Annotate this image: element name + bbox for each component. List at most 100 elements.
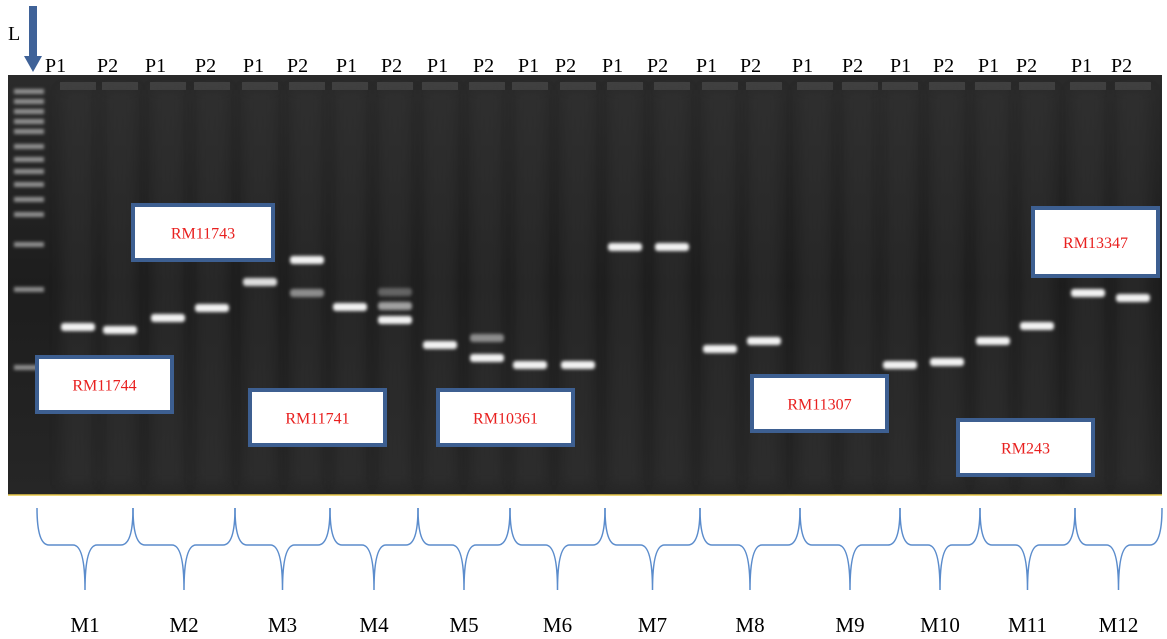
marker-label: M1 bbox=[70, 613, 99, 637]
ladder-band bbox=[14, 242, 44, 247]
ladder-band bbox=[14, 119, 44, 124]
lane-label: P2 bbox=[1016, 55, 1037, 77]
lane-label: P1 bbox=[890, 55, 911, 77]
lane-label: P1 bbox=[602, 55, 623, 77]
ladder-band bbox=[14, 197, 44, 202]
band bbox=[561, 361, 595, 369]
marker-label: M8 bbox=[735, 613, 764, 637]
lane-label: P1 bbox=[792, 55, 813, 77]
brace bbox=[417, 507, 511, 591]
lane-label: P2 bbox=[473, 55, 494, 77]
ladder-band bbox=[14, 182, 44, 187]
well bbox=[607, 82, 643, 90]
lane-label: P2 bbox=[740, 55, 761, 77]
primer-box bbox=[1031, 206, 1160, 278]
ladder-band bbox=[14, 109, 44, 114]
ladder-band bbox=[14, 144, 44, 149]
primer-label: RM11307 bbox=[787, 397, 851, 414]
band bbox=[883, 361, 917, 369]
well bbox=[1019, 82, 1055, 90]
well bbox=[377, 82, 413, 90]
lane-label: P1 bbox=[427, 55, 448, 77]
primer-box bbox=[131, 203, 275, 262]
well bbox=[746, 82, 782, 90]
brace bbox=[234, 507, 331, 591]
band bbox=[747, 337, 781, 345]
primer-label: RM11744 bbox=[72, 378, 136, 395]
brace bbox=[329, 507, 419, 591]
band bbox=[930, 358, 964, 366]
lane-label: P1 bbox=[518, 55, 539, 77]
well bbox=[469, 82, 505, 90]
marker-label: M11 bbox=[1008, 613, 1047, 637]
lane-smear bbox=[609, 90, 641, 485]
band bbox=[513, 361, 547, 369]
band bbox=[151, 314, 185, 322]
well bbox=[1115, 82, 1151, 90]
band bbox=[243, 278, 277, 286]
marker-label: M2 bbox=[169, 613, 198, 637]
marker-label: M4 bbox=[359, 613, 389, 637]
band bbox=[423, 341, 457, 349]
band bbox=[290, 289, 324, 297]
ladder-band bbox=[14, 99, 44, 104]
brace bbox=[979, 507, 1076, 591]
well bbox=[512, 82, 548, 90]
primer-box bbox=[35, 355, 174, 414]
well bbox=[929, 82, 965, 90]
well bbox=[150, 82, 186, 90]
brace bbox=[604, 507, 701, 591]
band bbox=[61, 323, 95, 331]
ladder-band bbox=[14, 89, 44, 94]
marker-label: M9 bbox=[835, 613, 864, 637]
lane-label: P1 bbox=[696, 55, 717, 77]
well bbox=[560, 82, 596, 90]
primer-label: RM11741 bbox=[285, 411, 349, 428]
lane-smear bbox=[1117, 90, 1149, 485]
lane-label: P1 bbox=[336, 55, 357, 77]
band bbox=[976, 337, 1010, 345]
lane-label: P1 bbox=[978, 55, 999, 77]
band bbox=[333, 303, 367, 311]
primer-box bbox=[436, 388, 575, 447]
lane-label: P1 bbox=[145, 55, 166, 77]
brace bbox=[899, 507, 981, 591]
lane-label: P1 bbox=[243, 55, 264, 77]
lane-smear bbox=[196, 90, 228, 485]
marker-label: M12 bbox=[1099, 613, 1139, 637]
well bbox=[1070, 82, 1106, 90]
primer-label: RM10361 bbox=[473, 411, 538, 428]
well bbox=[842, 82, 878, 90]
lane-label: P2 bbox=[933, 55, 954, 77]
band bbox=[608, 243, 642, 251]
ladder-label: L bbox=[8, 23, 20, 45]
lane-label: P2 bbox=[287, 55, 308, 77]
lane-label: P2 bbox=[97, 55, 118, 77]
lane-smear bbox=[104, 90, 136, 485]
well bbox=[882, 82, 918, 90]
band bbox=[290, 256, 324, 264]
marker-label: M5 bbox=[449, 613, 478, 637]
ladder-band bbox=[14, 169, 44, 174]
arrow-head bbox=[24, 56, 42, 72]
brace bbox=[132, 507, 236, 591]
marker-label: M6 bbox=[543, 613, 572, 637]
band bbox=[378, 288, 412, 296]
ladder-band bbox=[14, 365, 44, 370]
ladder-band bbox=[14, 129, 44, 134]
lane-label: P2 bbox=[1111, 55, 1132, 77]
band bbox=[195, 304, 229, 312]
brace bbox=[1074, 507, 1163, 591]
primer-label: RM13347 bbox=[1063, 235, 1128, 252]
lane-label: P1 bbox=[45, 55, 66, 77]
brace bbox=[36, 507, 134, 591]
primer-box bbox=[956, 418, 1095, 477]
band bbox=[1020, 322, 1054, 330]
brace bbox=[699, 507, 801, 591]
band bbox=[703, 345, 737, 353]
marker-label: M7 bbox=[638, 613, 667, 637]
well bbox=[332, 82, 368, 90]
ladder-band bbox=[14, 287, 44, 292]
lane-smear bbox=[152, 90, 184, 485]
